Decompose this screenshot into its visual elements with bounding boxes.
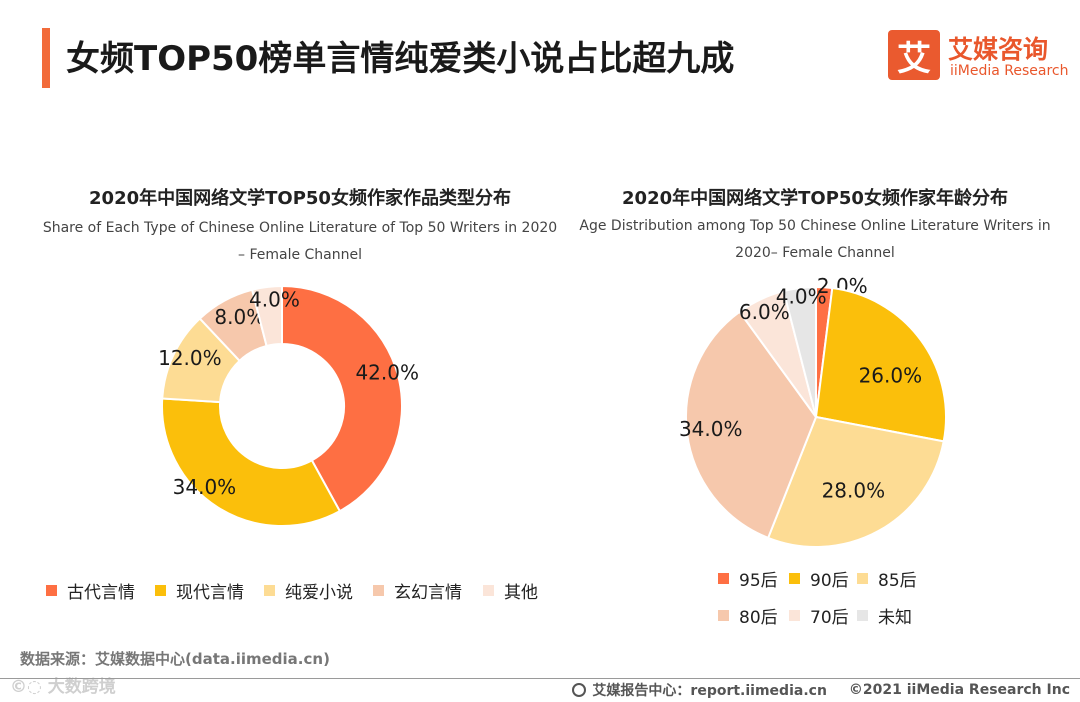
legend-item-90[interactable]: 90后 (789, 566, 849, 591)
legend-swatch (789, 573, 800, 584)
pie-chart: 2.0%26.0%28.0%34.0%6.0%4.0% (679, 274, 947, 548)
donut-subtitle-line1: Share of Each Type of Chinese Online Lit… (42, 220, 558, 236)
legend-swatch (46, 585, 57, 596)
page-title: 女频TOP50榜单言情纯爱类小说占比超九成 (66, 39, 735, 79)
legend-label: 现代言情 (176, 583, 244, 603)
logo-mark: 艾 (888, 30, 940, 80)
legend-label: 95后 (739, 571, 778, 591)
donut-data-label-3: 12.0% (158, 346, 222, 370)
legend-label: 其他 (504, 583, 538, 603)
legend-item-qita[interactable]: 其他 (483, 578, 538, 603)
pie-chart-title: 2020年中国网络文学TOP50女频作家年龄分布 (622, 188, 1008, 209)
legend-label: 纯爱小说 (285, 583, 353, 603)
legend-swatch (789, 610, 800, 621)
donut-data-label-2: 34.0% (173, 475, 237, 499)
legend-swatch (483, 585, 494, 596)
donut-data-label-1: 42.0% (355, 361, 419, 385)
pie-data-label-4: 34.0% (679, 417, 743, 441)
legend-item-85[interactable]: 85后 (857, 566, 917, 591)
donut-chart-title: 2020年中国网络文学TOP50女频作家作品类型分布 (89, 188, 511, 209)
logo-text-en: iiMedia Research (950, 63, 1069, 79)
pie-data-label-3: 28.0% (822, 478, 886, 502)
donut-chart: 42.0%34.0%12.0%8.0%4.0% (158, 284, 419, 527)
pie-slice-2[interactable] (814, 286, 947, 443)
donut-chart-subtitle: Share of Each Type of Chinese Online Lit… (30, 215, 570, 269)
donut-data-label-5: 4.0% (249, 287, 300, 311)
legend-label: 玄幻言情 (394, 583, 462, 603)
footer: 艾媒报告中心：report.iimedia.cn ©2021 iiMedia R… (572, 680, 1070, 700)
logo-text-cn: 艾媒咨询 (948, 35, 1049, 64)
donut-slice-1[interactable] (281, 284, 403, 513)
legend-item-chunai[interactable]: 纯爱小说 (264, 578, 353, 603)
legend-swatch (373, 585, 384, 596)
legend-swatch (857, 573, 868, 584)
donut-slice-2[interactable] (161, 397, 342, 527)
title-accent-bar (42, 28, 50, 88)
brand-logo[interactable]: 艾 艾媒咨询 iiMedia Research (888, 30, 1069, 82)
globe-icon (572, 683, 587, 697)
pie-slice-6[interactable] (782, 285, 817, 418)
legend-label: 70后 (810, 608, 849, 628)
legend-swatch (718, 610, 729, 621)
report-link[interactable]: 艾媒报告中心：report.iimedia.cn (592, 683, 827, 699)
watermark: ©◌ 大数跨境 (10, 677, 116, 697)
legend-swatch (155, 585, 166, 596)
pie-subtitle-line1: Age Distribution among Top 50 Chinese On… (579, 218, 1051, 234)
legend-swatch (857, 610, 868, 621)
footer-divider (0, 678, 1080, 679)
legend-item-xuanhuan[interactable]: 玄幻言情 (373, 578, 462, 603)
donut-slice-5[interactable] (250, 284, 283, 348)
pie-chart-subtitle: Age Distribution among Top 50 Chinese On… (565, 213, 1065, 267)
pie-slice-4[interactable] (685, 310, 818, 540)
pie-data-label-5: 6.0% (739, 300, 790, 324)
legend-swatch (264, 585, 275, 596)
pie-data-label-6: 4.0% (776, 284, 827, 308)
legend-item-95[interactable]: 95后 (718, 566, 778, 591)
legend-item-80[interactable]: 80后 (718, 603, 778, 628)
donut-subtitle-line2: – Female Channel (238, 247, 362, 263)
legend-item-unknown[interactable]: 未知 (857, 603, 912, 628)
legend-item-70[interactable]: 70后 (789, 603, 849, 628)
legend-label: 未知 (878, 608, 912, 628)
pie-slice-3[interactable] (766, 415, 945, 548)
legend-label: 80后 (739, 608, 778, 628)
legend-label: 古代言情 (67, 583, 135, 603)
copyright: ©2021 iiMedia Research Inc (848, 682, 1070, 698)
legend-swatch (718, 573, 729, 584)
pie-subtitle-line2: 2020– Female Channel (735, 245, 895, 261)
pie-data-label-2: 26.0% (859, 363, 923, 387)
data-source: 数据来源：艾媒数据中心(data.iimedia.cn) (20, 650, 330, 668)
legend-label: 90后 (810, 571, 849, 591)
legend-item-xiandai[interactable]: 现代言情 (155, 578, 244, 603)
legend-label: 85后 (878, 571, 917, 591)
legend-item-gudai[interactable]: 古代言情 (46, 578, 135, 603)
